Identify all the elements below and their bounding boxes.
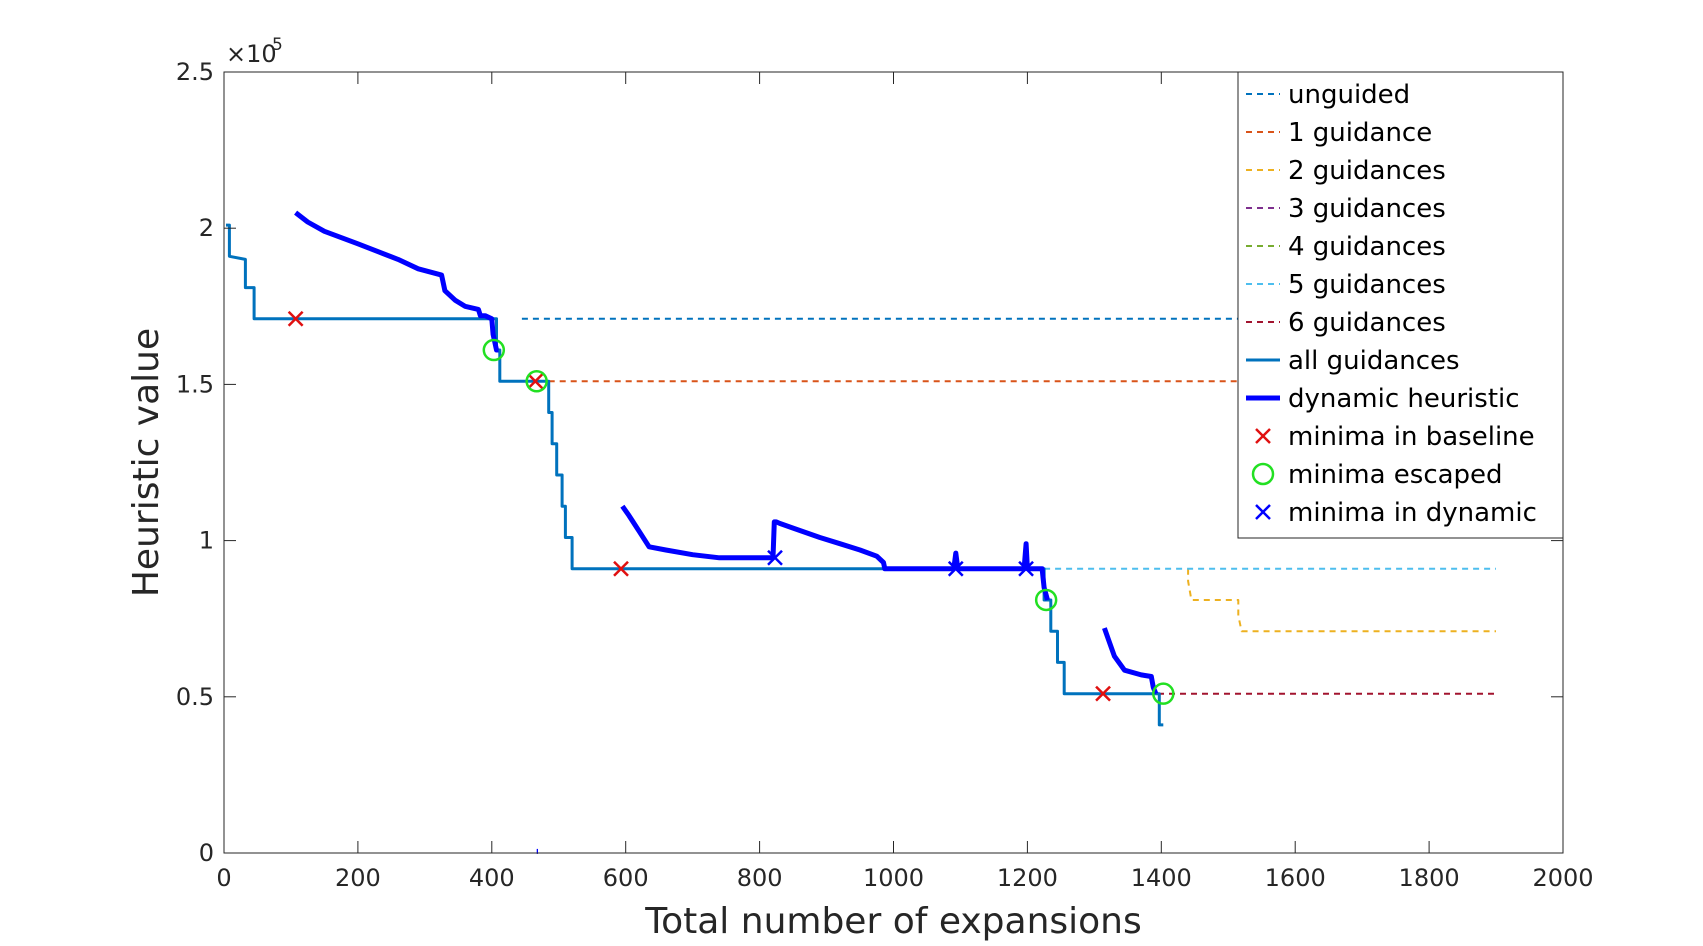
minima-in-baseline-marker [287, 310, 304, 327]
legend-swatch [1255, 428, 1271, 444]
legend-entry: 4 guidances [1246, 232, 1446, 262]
ticks-layer: 0 200 400 600 800 1000 1200 1400 1600 1800 2000 0 0.… [176, 58, 1594, 892]
y-tick-label: 0.5 [176, 683, 214, 711]
all-guidances-line [226, 223, 1164, 727]
y-tick-label: 0 [199, 839, 214, 867]
y-multiplier-text: ×10 [226, 40, 277, 68]
y-tick-label: 1.5 [176, 370, 214, 398]
legend-entry: 2 guidances [1246, 156, 1446, 186]
legend-entry: 5 guidances [1246, 270, 1446, 300]
y-tick-label: 2 [199, 214, 214, 242]
legend-label: 3 guidances [1288, 194, 1446, 224]
y-tick-label: 2.5 [176, 58, 214, 86]
legend-label: 5 guidances [1288, 270, 1446, 300]
minima-escaped-marker [482, 338, 506, 362]
y-exponent-text: 5 [272, 35, 283, 55]
minima-in-baseline-marker [613, 560, 629, 577]
legend-entry: minima in dynamic [1255, 498, 1537, 528]
legend-label: minima in dynamic [1288, 498, 1537, 528]
legend-entry: minima in baseline [1255, 422, 1535, 452]
legend-label: 4 guidances [1288, 232, 1446, 262]
legend-box [1237, 71, 1564, 539]
minima-in-baseline-marker [527, 373, 544, 390]
minima-escaped-marker [1152, 682, 1175, 705]
x-tick-label: 0 [216, 864, 231, 892]
y-exponent-label: ×10 5 [226, 35, 283, 68]
dynamic-heuristic-line [620, 504, 1050, 601]
legend-label: 2 guidances [1288, 156, 1446, 186]
x-tick-label: 2000 [1532, 864, 1593, 892]
legend-entry: unguided [1246, 80, 1410, 110]
minima-in-dynamic-marker [1018, 560, 1034, 577]
legend-entry: dynamic heuristic [1246, 384, 1520, 414]
2-guidances-line [1187, 568, 1496, 633]
y-tick-label: 1 [199, 527, 214, 555]
x-axis-label: Total number of expansions [644, 901, 1142, 942]
legend: unguided 1 guidance 2 guidances 3 guidances… [1237, 71, 1564, 539]
minima-in-baseline-marker [1095, 685, 1111, 702]
x-tick-label: 200 [335, 864, 381, 892]
x-tick-label: 1400 [1131, 864, 1192, 892]
legend-label: all guidances [1288, 346, 1460, 376]
x-tick-label: 1600 [1265, 864, 1326, 892]
legend-label: minima escaped [1288, 460, 1503, 490]
y-axis-label: Heuristic value [126, 328, 167, 597]
minima-in-dynamic-marker [947, 560, 964, 577]
x-tick-label: 1200 [997, 864, 1058, 892]
x-tick-label: 1000 [863, 864, 924, 892]
legend-label: minima in baseline [1288, 422, 1535, 452]
legend-label: unguided [1288, 80, 1410, 110]
legend-swatch [1255, 504, 1271, 520]
legend-label: 6 guidances [1288, 308, 1446, 338]
x-tick-label: 600 [603, 864, 649, 892]
minima-escaped-marker [525, 370, 548, 393]
legend-entry: 1 guidance [1246, 118, 1432, 148]
legend-swatch [1251, 462, 1275, 486]
legend-entry: minima escaped [1251, 460, 1503, 490]
dynamic-heuristic-line [1102, 627, 1159, 695]
x-tick-label: 800 [737, 864, 783, 892]
legend-label: dynamic heuristic [1288, 384, 1520, 414]
legend-label: 1 guidance [1288, 118, 1432, 148]
dynamic-heuristic-line [294, 210, 499, 353]
legend-entry: 6 guidances [1246, 308, 1446, 338]
legend-entry: all guidances [1246, 346, 1460, 376]
minima-escaped-marker [1034, 588, 1058, 612]
legend-entry: 3 guidances [1246, 194, 1446, 224]
series-layer [226, 210, 1496, 854]
x-tick-label: 400 [469, 864, 515, 892]
minima-in-dynamic-marker [767, 549, 783, 566]
x-tick-label: 1800 [1399, 864, 1460, 892]
